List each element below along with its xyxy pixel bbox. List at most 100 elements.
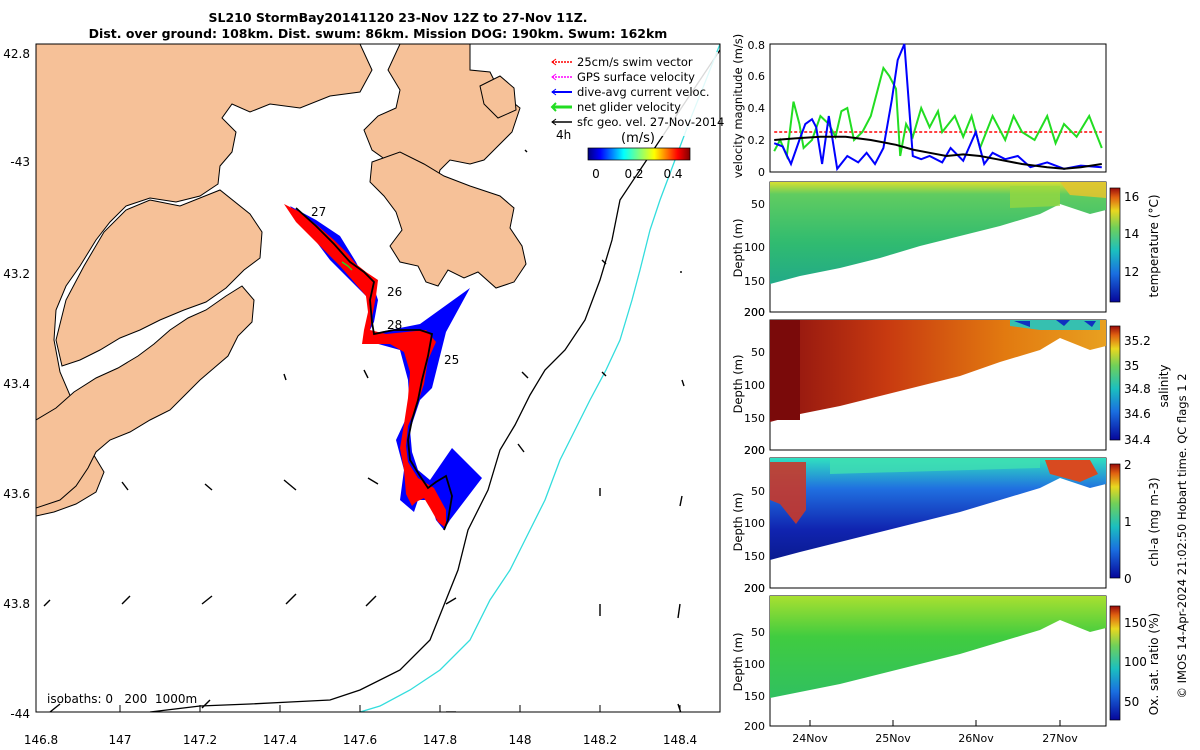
ox-ytick: 50 (751, 626, 765, 639)
temperature-colorbar (1109, 187, 1121, 303)
chla-ytick: 100 (744, 517, 765, 530)
sal-ctick: 34.6 (1124, 407, 1151, 421)
map-ytick: -43 (10, 155, 30, 169)
velocity-y-axis: 0 0.2 0.4 0.6 0.8 velocity magnitude (m/… (731, 34, 765, 179)
figure-title-line1: SL210 StormBay20141120 23-Nov 12Z to 27-… (208, 10, 587, 25)
chla-colorbar (1109, 463, 1121, 579)
velocity-series-dive-avg-current (773, 43, 1102, 172)
sal-ytick: 200 (744, 306, 765, 319)
temp-ytick: 150 (744, 275, 765, 288)
date-label: 25Nov (875, 732, 911, 745)
swim-vector-fill (284, 204, 446, 528)
chla-ctick: 1 (1124, 515, 1132, 529)
velocity-series (773, 43, 1103, 172)
map-xtick: 147 (109, 733, 132, 747)
map-colorbar (587, 147, 691, 161)
oxygen-panel: 50 100 150 Ox. sat. ratio (%) 200 50 100… (731, 582, 1161, 745)
velocity-series-net-glider-velocity (773, 65, 1103, 160)
day-label-25: 25 (444, 353, 459, 367)
legend-interval: 4h (556, 128, 571, 142)
vel-ytick: 0.6 (748, 70, 766, 83)
legend-label: net glider velocity (577, 100, 681, 114)
legend-swim-vector: 25cm/s swim vector (551, 55, 693, 69)
net-glider-velocity-line (295, 207, 453, 531)
land-bruny-island (36, 285, 255, 509)
sal-ctick: 35 (1124, 359, 1139, 373)
day-label-26: 26 (387, 285, 402, 299)
glider-track (284, 204, 482, 531)
temp-ylabel: Depth (m) (731, 219, 745, 278)
vel-ytick: 0.4 (748, 102, 766, 115)
vel-ylabel: velocity magnitude (m/s) (731, 34, 745, 179)
dive-avg-current-fill (290, 206, 482, 530)
sal-ylabel: Depth (m) (731, 355, 745, 414)
chla-ytick: 200 (744, 582, 765, 595)
chla-clabel: chl-a (mg m-3) (1147, 477, 1161, 566)
map-ytick: 43.4 (3, 377, 30, 391)
sal-ctick: 34.4 (1124, 433, 1151, 447)
map-xtick: 147.4 (263, 733, 297, 747)
isobath-200m (149, 49, 720, 712)
map-colorbar-unit: (m/s) (621, 131, 655, 146)
land-islet (479, 75, 517, 119)
salinity-colorbar (1109, 325, 1121, 441)
temp-ctick: 16 (1124, 190, 1139, 204)
legend-gps-surface: GPS surface velocity (551, 70, 695, 84)
date-label: 27Nov (1042, 732, 1078, 745)
map-xtick: 146.8 (24, 733, 58, 747)
ox-ctick: 50 (1124, 695, 1139, 709)
ox-ctick: 100 (1124, 655, 1147, 669)
temp-ctick: 12 (1124, 265, 1139, 279)
land-mainland (36, 44, 373, 517)
map-colorbar-tick: 0.4 (663, 167, 682, 181)
chla-ytick: 200 (744, 444, 765, 457)
figure-title-line2: Dist. over ground: 108km. Dist. swum: 86… (89, 26, 668, 41)
date-label: 26Nov (958, 732, 994, 745)
map-y-axis: 42.8 -43 43.2 43.4 43.6 43.8 -44 (3, 47, 30, 721)
land-tasman-peninsula (369, 151, 527, 289)
date-label: 24Nov (792, 732, 828, 745)
sal-ytick: 200 (744, 444, 765, 457)
map-ytick: 43.8 (3, 597, 30, 611)
legend-label: GPS surface velocity (577, 70, 695, 84)
legend-label: dive-avg current veloc. (577, 85, 710, 99)
sal-ytick: 150 (744, 412, 765, 425)
chla-ytick: 150 (744, 550, 765, 563)
legend-label: sfc geo. vel. 27-Nov-2014 (577, 115, 724, 129)
ox-clabel: Ox. sat. ratio (%) (1147, 613, 1161, 715)
oxygen-field (770, 596, 1106, 698)
map-xtick: 148.2 (583, 733, 617, 747)
sal-ctick: 34.8 (1124, 382, 1151, 396)
chla-ctick: 0 (1124, 572, 1132, 586)
map-xtick: 147.2 (183, 733, 217, 747)
map-legend: 25cm/s swim vector GPS surface velocity … (546, 52, 724, 181)
vel-ytick: 0.8 (748, 39, 766, 52)
chla-field (770, 458, 1106, 560)
map-ytick: 43.2 (3, 267, 30, 281)
sal-ytick: 100 (744, 379, 765, 392)
map-xtick: 148.4 (663, 733, 697, 747)
sal-ytick: 50 (751, 346, 765, 359)
chla-panel: 0 1 2 chl-a (mg m-3) 200 50 100 150 200 … (731, 444, 1161, 595)
temp-ctick: 14 (1124, 227, 1139, 241)
map-colorbar-tick: 0.2 (624, 167, 643, 181)
chla-ytick: 50 (751, 485, 765, 498)
gps-surface-velocity-line (341, 261, 353, 271)
ox-ytick: 100 (744, 658, 765, 671)
chla-ctick: 2 (1124, 458, 1132, 472)
day-label-27: 27 (311, 205, 326, 219)
map-panel: 27 26 28 25 isobaths: 0 200 1000m 42.8 -… (3, 43, 724, 747)
temp-ytick: 100 (744, 241, 765, 254)
velocity-series-sfc-geo-vel- (774, 135, 1102, 170)
map-ytick: -44 (10, 707, 30, 721)
map-colorbar-tick: 0 (592, 167, 600, 181)
legend-sfc-geo: sfc geo. vel. 27-Nov-2014 (551, 115, 724, 129)
land-coast-block (55, 189, 263, 367)
map-ytick: 42.8 (3, 47, 30, 61)
credit-text: © IMOS 14-Apr-2024 21:02:50 Hobart time.… (1175, 373, 1189, 698)
day-label-28: 28 (387, 318, 402, 332)
legend-label: 25cm/s swim vector (577, 55, 693, 69)
map-ytick: 43.6 (3, 487, 30, 501)
temp-ytick: 200 (744, 306, 765, 319)
